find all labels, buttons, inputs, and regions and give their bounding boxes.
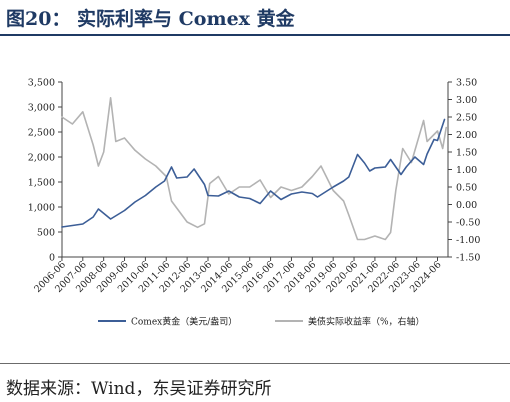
right-tick-label: 3.50 xyxy=(456,78,477,89)
left-tick-label: 1,500 xyxy=(28,178,55,189)
right-tick-label: 2.00 xyxy=(456,130,477,141)
right-tick-label: 3.00 xyxy=(456,95,477,106)
gold-vs-real-rate-chart: 0 500 1,000 1,500 2,000 2,500 3,000 3,500 -1.50 -… xyxy=(28,78,481,328)
axes-layer: 0 500 1,000 1,500 2,000 2,500 3,000 3,500 -1.50 -… xyxy=(28,78,481,296)
left-tick-label: 2,500 xyxy=(28,128,55,139)
left-tick-label: 3,500 xyxy=(28,78,55,89)
left-tick-label: 1,000 xyxy=(28,203,55,214)
right-tick-label: 1.00 xyxy=(456,165,477,176)
title-rule xyxy=(0,34,510,36)
left-tick-label: 0 xyxy=(49,253,55,264)
right-tick-label: -1.00 xyxy=(456,235,480,246)
left-tick-label: 500 xyxy=(37,228,55,239)
right-tick-label: 0.50 xyxy=(456,183,477,194)
right-tick-label: -1.50 xyxy=(456,253,480,264)
legend-label-gold: Comex黄金（美元/盎司） xyxy=(131,316,237,328)
source-note: 数据来源：Wind，东吴证券研究所 xyxy=(6,379,272,399)
left-tick-label: 3,000 xyxy=(28,103,55,114)
right-tick-label: 0.00 xyxy=(456,200,477,211)
figure-title: 图20： 实际利率与 Comex 黄金 xyxy=(6,8,295,30)
right-tick-label: 2.50 xyxy=(456,113,477,124)
legend: Comex黄金（美元/盎司） 美债实际收益率（%，右轴） xyxy=(98,316,425,328)
right-tick-label: -0.50 xyxy=(456,218,480,229)
legend-label-real-rate: 美债实际收益率（%，右轴） xyxy=(308,316,425,328)
source-rule xyxy=(0,363,510,364)
series-layer xyxy=(61,96,448,241)
series-line-gold xyxy=(61,118,446,228)
right-tick-label: 1.50 xyxy=(456,148,477,159)
series-line-real-rate xyxy=(61,96,448,241)
left-tick-label: 2,000 xyxy=(28,153,55,164)
